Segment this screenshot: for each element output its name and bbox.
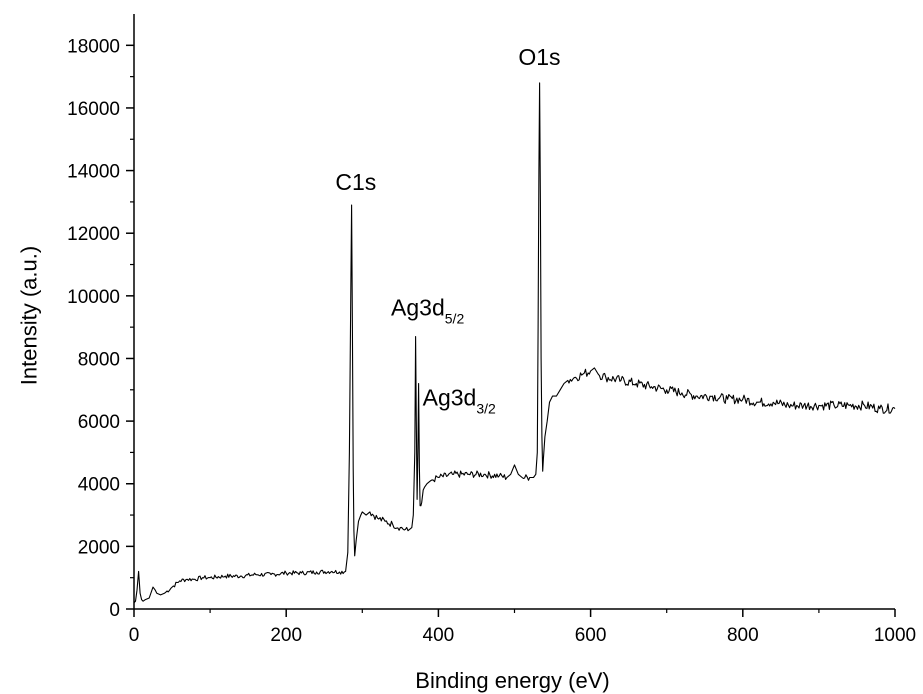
peak-label: C1s <box>335 169 376 195</box>
x-tick-label: 1000 <box>874 625 916 646</box>
x-axis-title: Binding energy (eV) <box>415 668 609 693</box>
x-tick-label: 0 <box>129 625 140 646</box>
y-tick-label: 12000 <box>67 224 120 245</box>
axes <box>133 14 895 610</box>
peak-label: Ag3d5/2 <box>391 295 464 327</box>
y-axis-title: Intensity (a.u.) <box>17 246 42 385</box>
x-ticks: 0 200 400 600 800 1000 <box>129 609 916 646</box>
y-tick-label: 8000 <box>78 349 120 370</box>
y-tick-label: 6000 <box>78 412 120 433</box>
y-tick-label: 4000 <box>78 475 120 496</box>
y-ticks: 0 2000 4000 6000 8000 10000 12000 14000 16000 180… <box>67 36 134 621</box>
peak-annotations: C1s Ag3d5/2 Ag3d3/2 O1s <box>335 44 560 417</box>
spectrum-line <box>133 82 896 604</box>
peak-label: Ag3d3/2 <box>423 385 496 417</box>
y-tick-label: 18000 <box>67 36 120 57</box>
x-tick-label: 200 <box>270 625 302 646</box>
y-tick-label: 0 <box>109 600 120 621</box>
y-tick-label: 14000 <box>67 162 120 183</box>
x-tick-label: 800 <box>727 625 759 646</box>
y-tick-label: 16000 <box>67 99 120 120</box>
y-tick-label: 10000 <box>67 287 120 308</box>
y-tick-label: 2000 <box>78 537 120 558</box>
x-tick-label: 400 <box>423 625 455 646</box>
peak-label: O1s <box>518 44 560 70</box>
x-tick-label: 600 <box>575 625 607 646</box>
